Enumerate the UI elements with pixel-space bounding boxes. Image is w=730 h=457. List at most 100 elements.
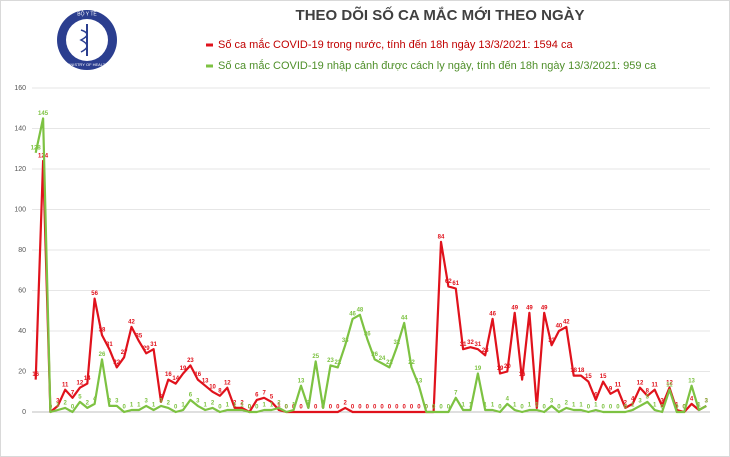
data-label: 25 (312, 354, 319, 360)
data-label: 18 (578, 368, 585, 374)
data-label: 1 (594, 403, 598, 409)
data-label: 0 (329, 405, 333, 411)
data-label: 12 (666, 380, 673, 386)
data-label: 4 (631, 396, 635, 402)
data-label: 0 (425, 405, 429, 411)
data-label: 0 (174, 405, 178, 411)
data-label: 0 (675, 405, 679, 411)
data-label: 0 (248, 405, 252, 411)
data-label: 0 (425, 405, 429, 411)
data-label: 11 (666, 382, 673, 388)
data-label: 3 (638, 399, 642, 405)
data-label: 5 (78, 394, 82, 400)
data-label: 22 (113, 360, 120, 366)
data-label: 49 (541, 305, 548, 311)
data-label: 13 (416, 378, 423, 384)
logo: BỘ Y TẾ MINISTRY OF HEALTH (57, 10, 117, 70)
data-label: 0 (402, 405, 406, 411)
data-label: 0 (388, 405, 392, 411)
data-label: 7 (262, 390, 266, 396)
data-label: 22 (408, 360, 415, 366)
y-tick-label: 140 (14, 125, 26, 132)
data-label: 8 (646, 388, 650, 394)
data-label: 42 (128, 320, 135, 326)
data-label: 1 (152, 403, 156, 409)
data-label: 2 (211, 401, 215, 407)
data-label: 38 (99, 328, 106, 334)
data-label: 5 (159, 394, 163, 400)
y-tick-label: 0 (22, 409, 26, 416)
data-label: 1 (484, 403, 488, 409)
y-tick-label: 100 (14, 206, 26, 213)
data-label: 6 (255, 392, 259, 398)
data-label: 19 (497, 366, 504, 372)
series-line (34, 159, 707, 414)
data-label: 1 (579, 403, 583, 409)
data-label: 19 (475, 366, 482, 372)
data-label: 31 (106, 342, 113, 348)
data-label: 35 (136, 334, 143, 340)
data-label: 0 (447, 405, 451, 411)
legend-label: Số ca mắc COVID-19 nhập cảnh được cách l… (218, 59, 657, 72)
data-label: 0 (417, 405, 421, 411)
data-label: 1 (528, 403, 532, 409)
data-label: 12 (637, 380, 644, 386)
data-label: 11 (615, 382, 622, 388)
data-label: 29 (143, 346, 150, 352)
data-label: 0 (609, 405, 613, 411)
data-label: 0 (49, 405, 53, 411)
data-label: 1 (226, 403, 230, 409)
data-label: 0 (683, 405, 687, 411)
data-label: 1 (461, 403, 465, 409)
data-label: 1 (56, 403, 60, 409)
data-label: 2 (86, 401, 90, 407)
data-label: 0 (314, 405, 318, 411)
legend-label: Số ca mắc COVID-19 trong nước, tính đến … (218, 38, 573, 51)
data-label: 4 (93, 396, 97, 402)
data-label: 5 (646, 394, 650, 400)
data-label: 1 (233, 403, 237, 409)
data-label: 1 (137, 403, 141, 409)
data-label: 3 (705, 399, 709, 405)
data-label: 0 (248, 405, 252, 411)
data-label: 3 (145, 399, 149, 405)
data-label: 23 (187, 358, 194, 364)
data-label: 49 (511, 305, 518, 311)
data-label: 0 (336, 405, 340, 411)
data-label: 1 (631, 403, 635, 409)
data-label: 0 (285, 405, 289, 411)
data-label: 0 (520, 405, 524, 411)
data-label: 84 (438, 234, 445, 240)
data-label: 36 (364, 332, 371, 338)
data-label: 0 (373, 405, 377, 411)
data-label: 33 (342, 338, 349, 344)
data-label: 15 (600, 374, 607, 380)
data-label: 31 (460, 342, 467, 348)
data-label: 46 (489, 311, 496, 317)
data-label: 0 (432, 405, 436, 411)
data-label: 31 (150, 342, 157, 348)
data-label: 2 (307, 401, 311, 407)
data-label: 0 (616, 405, 620, 411)
data-label: 0 (366, 405, 370, 411)
data-label: 10 (209, 384, 216, 390)
data-label: 0 (601, 405, 605, 411)
data-label: 0 (439, 405, 443, 411)
chart-title: THEO DÕI SỐ CA MẮC MỚI THEO NGÀY (296, 6, 585, 24)
data-label: 18 (570, 368, 577, 374)
data-label: 0 (255, 405, 259, 411)
data-label: 145 (38, 111, 49, 117)
data-label: 2 (277, 401, 281, 407)
data-label: 16 (194, 372, 201, 378)
series-line (34, 117, 707, 414)
data-label: 1 (653, 403, 657, 409)
data-label: 4 (506, 396, 510, 402)
data-label: 31 (475, 342, 482, 348)
data-label: 11 (62, 382, 69, 388)
data-label: 0 (432, 405, 436, 411)
data-label: 5 (270, 394, 274, 400)
data-label: 13 (688, 378, 695, 384)
data-label: 1 (675, 403, 679, 409)
data-label: 2 (240, 401, 244, 407)
data-label: 1 (491, 403, 495, 409)
